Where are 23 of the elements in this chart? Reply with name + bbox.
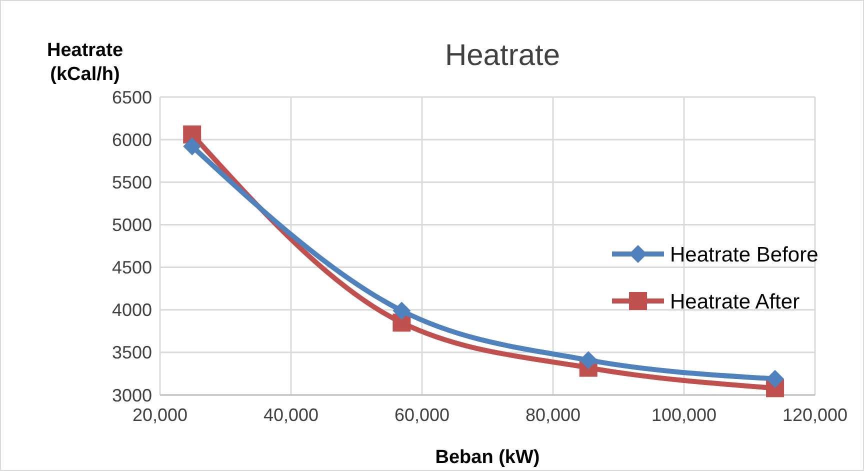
y-tick-label: 4000 xyxy=(112,300,152,320)
y-tick-label: 5500 xyxy=(112,172,152,192)
x-tick-label: 100,000 xyxy=(651,405,717,425)
point xyxy=(183,137,202,156)
y-tick-label: 4500 xyxy=(112,258,152,278)
x-tick-label: 60,000 xyxy=(394,405,450,425)
x-tick-label: 120,000 xyxy=(782,405,848,425)
point xyxy=(392,302,411,320)
x-tick-label: 80,000 xyxy=(525,405,581,425)
legend-label: Heatrate Before xyxy=(670,243,818,266)
x-tick-label: 20,000 xyxy=(132,405,188,425)
y-tick-label: 5000 xyxy=(112,215,152,236)
chart-title: Heatrate xyxy=(444,39,560,72)
y-tick-label: 3000 xyxy=(112,385,152,406)
y-tick-label: 3500 xyxy=(112,342,152,363)
point xyxy=(766,370,784,388)
y-tick-label: 6500 xyxy=(112,87,152,108)
y-tick-label: 6000 xyxy=(112,130,152,150)
x-tick-label: 40,000 xyxy=(263,405,319,425)
point xyxy=(579,351,598,370)
y-axis-title: Heatrate (kCal/h) xyxy=(46,40,124,85)
legend-label: Heatrate After xyxy=(670,290,800,314)
x-axis-title: Beban (kW) xyxy=(435,447,540,468)
